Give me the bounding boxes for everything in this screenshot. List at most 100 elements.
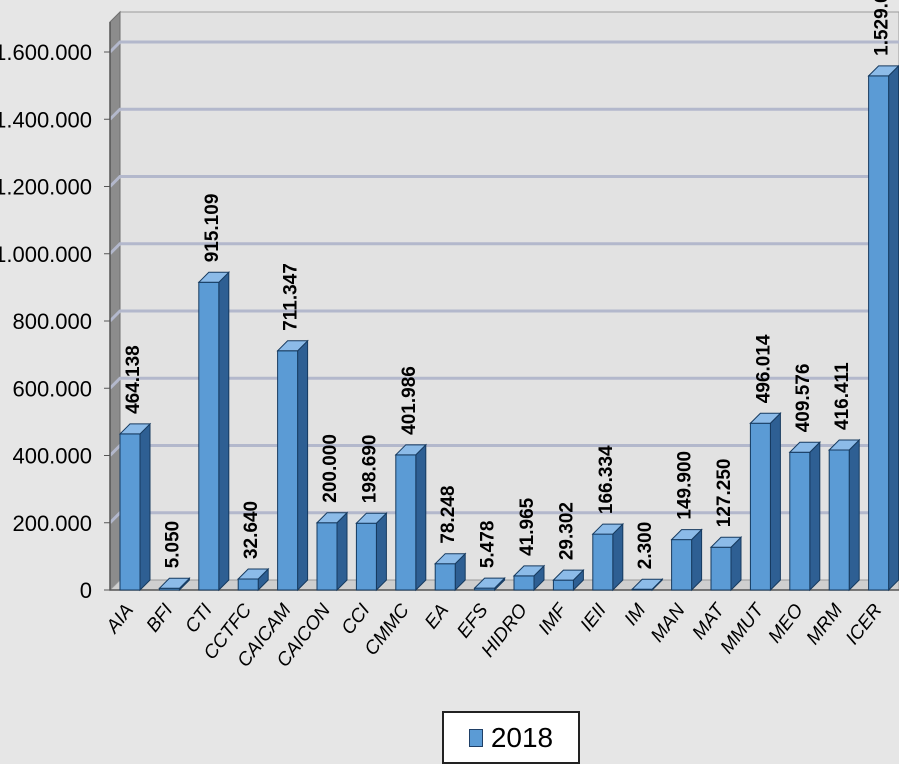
bar-front xyxy=(828,449,850,591)
x-tick-label: ICER xyxy=(842,600,887,649)
gridline xyxy=(108,376,899,390)
x-tick-label: EA xyxy=(421,600,453,633)
data-label: 496.014 xyxy=(753,334,774,403)
bar-top xyxy=(197,271,231,283)
bar xyxy=(276,339,309,592)
bar-front xyxy=(749,422,771,591)
x-tick-label: CTI xyxy=(181,600,217,638)
x-tick-label: MMUT xyxy=(717,599,769,658)
y-tick-label: 600.000 xyxy=(12,376,92,401)
data-label: 416.411 xyxy=(832,362,853,430)
floor xyxy=(108,579,899,591)
bar xyxy=(236,567,270,592)
x-tick-label: BFI xyxy=(143,600,178,637)
x-tick-label: MEO xyxy=(765,600,808,647)
bar-front xyxy=(513,575,535,591)
data-label: 32.640 xyxy=(241,501,262,559)
data-label: 166.334 xyxy=(596,445,617,514)
bar-front xyxy=(355,522,377,591)
data-label: 401.986 xyxy=(399,366,420,435)
x-tick-label: MAN xyxy=(647,600,690,646)
bar-front xyxy=(237,578,259,591)
y-tick-label: 800.000 xyxy=(12,309,92,334)
bar-side xyxy=(769,412,781,592)
data-label: 5.478 xyxy=(478,521,499,569)
y-tick-label: 1.200.000 xyxy=(0,175,92,200)
y-tick-label: 200.000 xyxy=(12,511,92,536)
y-tick-label: 0 xyxy=(80,578,92,603)
side-wall xyxy=(109,10,121,592)
bar-top xyxy=(276,340,309,352)
data-label: 41.965 xyxy=(517,497,538,556)
bar xyxy=(827,438,861,592)
gridline xyxy=(108,107,899,121)
bar-top xyxy=(591,523,625,535)
bar xyxy=(630,578,664,592)
data-label: 149.900 xyxy=(675,451,696,520)
bar-top xyxy=(827,439,861,451)
legend: 2018 xyxy=(442,711,580,764)
gridline xyxy=(108,242,899,255)
bar-front xyxy=(277,350,299,591)
bar-front xyxy=(198,281,220,591)
bar-side xyxy=(297,339,309,592)
bar xyxy=(433,552,467,592)
bar-side xyxy=(888,64,899,592)
bar-top xyxy=(670,529,703,541)
bar xyxy=(355,511,388,592)
bar-front xyxy=(671,539,693,591)
bar-top xyxy=(315,512,349,524)
bar-top xyxy=(788,441,822,453)
bar-front xyxy=(119,433,141,591)
x-tick-label: CCI xyxy=(338,600,375,639)
bar-side xyxy=(809,441,821,592)
gridline xyxy=(108,175,899,188)
bar-top xyxy=(749,412,782,424)
gridline xyxy=(108,309,899,323)
bar-top xyxy=(552,569,585,581)
data-label: 1.529.040 xyxy=(872,0,893,56)
x-tick-label: MRM xyxy=(803,600,848,649)
bar-front xyxy=(868,75,890,591)
bar-side xyxy=(612,522,624,592)
y-tick-label: 400.000 xyxy=(12,444,92,469)
bar-side xyxy=(848,438,860,592)
y-axis-ticks: 0 200.000 400.000 600.000 800.000 1.000.000 1.… xyxy=(0,40,110,603)
bar-front xyxy=(552,579,574,591)
bar xyxy=(552,568,585,592)
gridline xyxy=(108,40,899,54)
bar-front xyxy=(434,563,456,591)
bar xyxy=(788,441,822,592)
legend-label: 2018 xyxy=(490,721,554,753)
bar-side xyxy=(218,271,230,592)
y-tick-label: 1.400.000 xyxy=(0,107,92,132)
bar-front xyxy=(592,533,614,591)
bar-front xyxy=(789,451,811,591)
bar xyxy=(749,412,782,592)
bar-front xyxy=(316,522,338,591)
bar-top xyxy=(473,577,506,589)
bar-top xyxy=(118,423,152,435)
data-label: 409.576 xyxy=(793,364,814,433)
data-label: 198.690 xyxy=(359,435,380,504)
bar-side xyxy=(336,511,348,592)
data-label: 915.109 xyxy=(202,194,223,263)
bar xyxy=(197,271,231,592)
x-tick-label: IEII xyxy=(577,600,612,636)
x-tick-label: IMF xyxy=(535,599,573,639)
data-label: 200.000 xyxy=(320,434,341,503)
data-label: 2.300 xyxy=(635,522,656,570)
bar xyxy=(867,64,899,592)
bar-side xyxy=(375,511,387,592)
data-labels: 464.138 5.050 915.109 32.640 711.347 200.000 1… xyxy=(123,0,893,569)
bar xyxy=(118,422,152,592)
bar-top xyxy=(158,577,191,589)
bar-top xyxy=(355,512,388,524)
bar-top xyxy=(512,565,546,577)
bar-top xyxy=(709,536,743,548)
data-label: 711.347 xyxy=(281,263,302,331)
data-label: 5.050 xyxy=(162,521,183,569)
data-label: 127.250 xyxy=(714,459,735,528)
